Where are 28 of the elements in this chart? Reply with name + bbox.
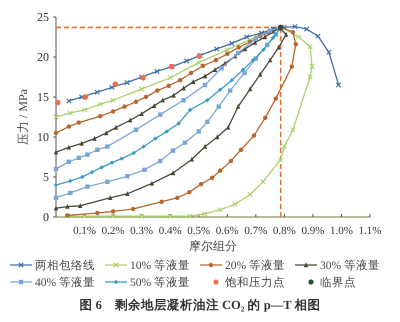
legend-label: 10% 等液量 bbox=[130, 258, 190, 272]
y-axis-title: 压力 / MPa bbox=[16, 88, 30, 146]
text: 图 6 剩余地层凝析油注 CO₂ 的 p—T 相图 bbox=[80, 297, 320, 312]
y-tick-label: 0 bbox=[43, 210, 49, 224]
x-tick-label: 0.1% bbox=[73, 225, 96, 237]
x-tick-label: 0.6% bbox=[216, 225, 239, 237]
x-axis-title: 摩尔组分 bbox=[189, 239, 237, 253]
x-tick-label: 0.9% bbox=[301, 225, 324, 237]
x-tick-label: 0.3% bbox=[130, 225, 154, 237]
x-tick-label: 0.2% bbox=[102, 225, 125, 237]
legend-label: 饱和压力点 bbox=[224, 276, 285, 289]
x-tick-label: 0.8% bbox=[272, 225, 296, 237]
x-tick-label: 0.5% bbox=[187, 225, 210, 237]
y-tick-label: 15 bbox=[37, 90, 49, 104]
legend-label: 40% 等液量 bbox=[35, 275, 95, 289]
legend-label: 20% 等液量 bbox=[225, 258, 285, 272]
y-tick-label: 20 bbox=[37, 50, 49, 64]
x-tick-label: 0.7% bbox=[244, 225, 268, 237]
x-tick-label: 1.1% bbox=[358, 225, 382, 237]
legend-label: 30% 等液量 bbox=[320, 258, 380, 272]
y-tick-label: 10 bbox=[37, 130, 49, 144]
x-tick-label: 1.0% bbox=[330, 225, 353, 237]
y-tick-label: 5 bbox=[43, 170, 49, 184]
legend-label: 两相包络线 bbox=[35, 259, 95, 272]
y-tick-label: 25 bbox=[37, 10, 49, 24]
legend-label: 50% 等液量 bbox=[130, 275, 190, 289]
x-tick-label: 0.4% bbox=[158, 225, 182, 237]
legend-label: 临界点 bbox=[320, 276, 356, 289]
